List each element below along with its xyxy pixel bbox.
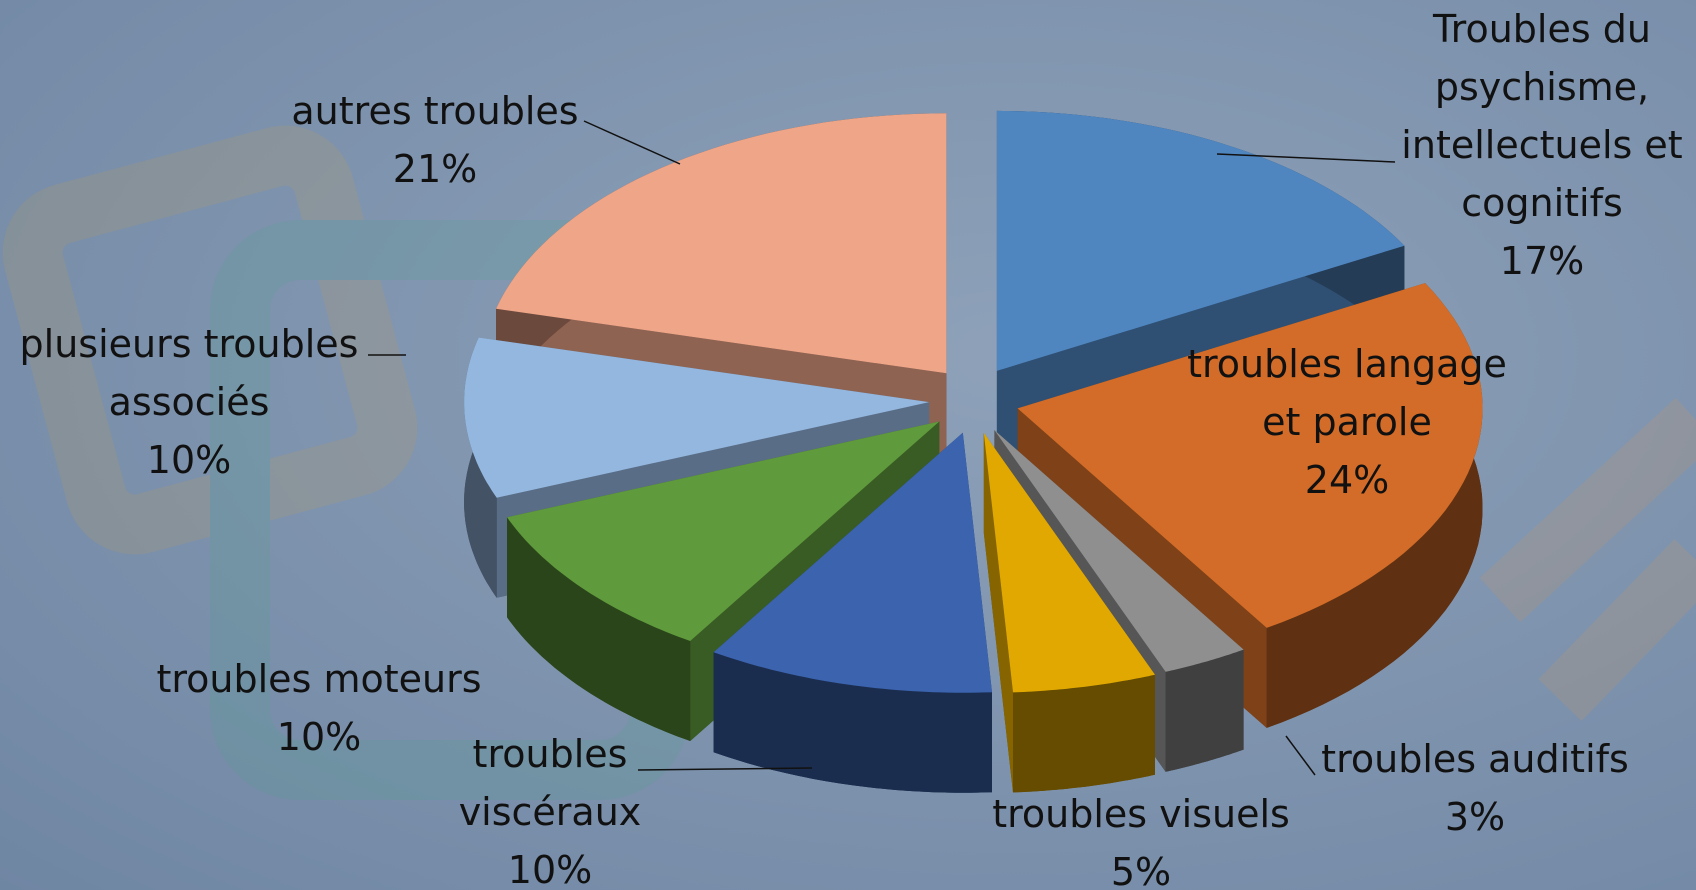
slice-label: troubles langage et parole 24% xyxy=(1167,335,1527,509)
category-name: troubles moteurs xyxy=(156,657,482,701)
value-label: 10% xyxy=(146,438,232,482)
slice-side xyxy=(1165,649,1244,772)
slice-side xyxy=(1266,283,1483,728)
slice-label: plusieurs troubles associés 10% xyxy=(4,315,374,489)
value-label: 21% xyxy=(392,147,478,191)
slice-label: troubles viscéraux 10% xyxy=(450,725,650,890)
slice xyxy=(983,432,1155,693)
slice-side xyxy=(1013,674,1155,793)
category-name: troubles langage et parole xyxy=(1187,342,1507,444)
value-label: 24% xyxy=(1304,458,1390,502)
slice xyxy=(994,430,1244,672)
slice xyxy=(996,110,1405,371)
value-label: 3% xyxy=(1444,795,1506,839)
value-label: 17% xyxy=(1499,239,1585,283)
category-name: autres troubles xyxy=(291,89,579,133)
slice xyxy=(496,113,947,374)
slice-label: troubles auditifs 3% xyxy=(1295,730,1655,846)
slice-label: autres troubles 21% xyxy=(275,82,595,198)
leader-line xyxy=(1285,735,1316,776)
category-name: troubles auditifs xyxy=(1321,737,1629,781)
slice-side xyxy=(507,517,691,741)
slice-side xyxy=(983,432,1013,793)
category-name: Troubles du psychisme, intellectuels et … xyxy=(1401,7,1683,225)
slice xyxy=(507,421,940,641)
category-name: troubles visuels xyxy=(992,792,1290,836)
value-label: 5% xyxy=(1110,850,1172,890)
slice-label: troubles moteurs 10% xyxy=(139,650,499,766)
slice-label: Troubles du psychisme, intellectuels et … xyxy=(1392,0,1692,290)
slice xyxy=(464,337,930,498)
category-name: plusieurs troubles associés xyxy=(19,322,359,424)
value-label: 10% xyxy=(276,715,362,759)
leader-line xyxy=(1216,153,1396,163)
slice xyxy=(713,432,992,693)
slice-side xyxy=(713,652,992,793)
leader-line xyxy=(583,120,681,165)
slice-label: troubles visuels 5% xyxy=(971,785,1311,890)
value-label: 10% xyxy=(507,848,593,890)
leader-line xyxy=(637,767,813,771)
slice xyxy=(1017,283,1483,628)
category-name: troubles viscéraux xyxy=(458,732,642,834)
